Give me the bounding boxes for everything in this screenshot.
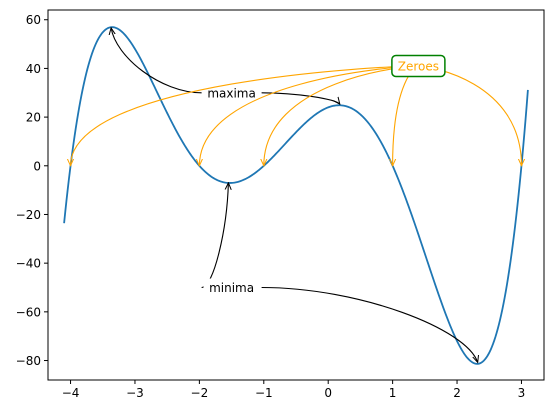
y-tick-label: 0 bbox=[33, 159, 41, 173]
x-axis-ticks: −4 −3 −2 −1 0 1 2 3 bbox=[62, 380, 526, 400]
series-layer bbox=[63, 26, 529, 365]
annotation-arrow bbox=[111, 28, 202, 94]
y-tick-label: 60 bbox=[26, 13, 41, 27]
x-tick-label: 1 bbox=[389, 386, 397, 400]
annotation-label: Zeroes bbox=[398, 59, 439, 73]
x-tick-label: −2 bbox=[191, 386, 209, 400]
annotation-arrow bbox=[261, 286, 478, 363]
annotation-arrow bbox=[71, 65, 419, 166]
y-tick-label: 20 bbox=[26, 111, 41, 125]
zeroes-label-box bbox=[391, 54, 446, 78]
y-axis-ticks: −80 −60 −40 −20 0 20 40 60 bbox=[16, 13, 48, 368]
x-tick-label: 3 bbox=[518, 386, 526, 400]
x-tick-label: 0 bbox=[324, 386, 332, 400]
x-tick-label: 2 bbox=[453, 386, 461, 400]
annotation-arrow bbox=[264, 65, 419, 166]
y-tick-label: −80 bbox=[16, 354, 41, 368]
annotation-arrow bbox=[418, 65, 521, 166]
x-tick-label: −1 bbox=[255, 386, 273, 400]
y-tick-label: 40 bbox=[26, 62, 41, 76]
annotation-label-background bbox=[203, 83, 260, 102]
y-tick-label: −20 bbox=[16, 208, 41, 222]
plot-frame bbox=[47, 9, 545, 381]
x-tick-label: −3 bbox=[126, 386, 144, 400]
y-tick-label: −40 bbox=[16, 257, 41, 271]
annotation-label-background bbox=[203, 278, 260, 297]
annotation-label: minima bbox=[209, 281, 254, 295]
x-tick-label: −4 bbox=[62, 386, 80, 400]
series-line bbox=[63, 26, 529, 365]
annotation-label: maxima bbox=[207, 86, 256, 100]
annotation-arrow bbox=[393, 65, 419, 166]
y-tick-label: −60 bbox=[16, 305, 41, 319]
annotation-arrow bbox=[201, 183, 229, 289]
annotation-layer: maxima minima Zeroes bbox=[71, 28, 522, 363]
